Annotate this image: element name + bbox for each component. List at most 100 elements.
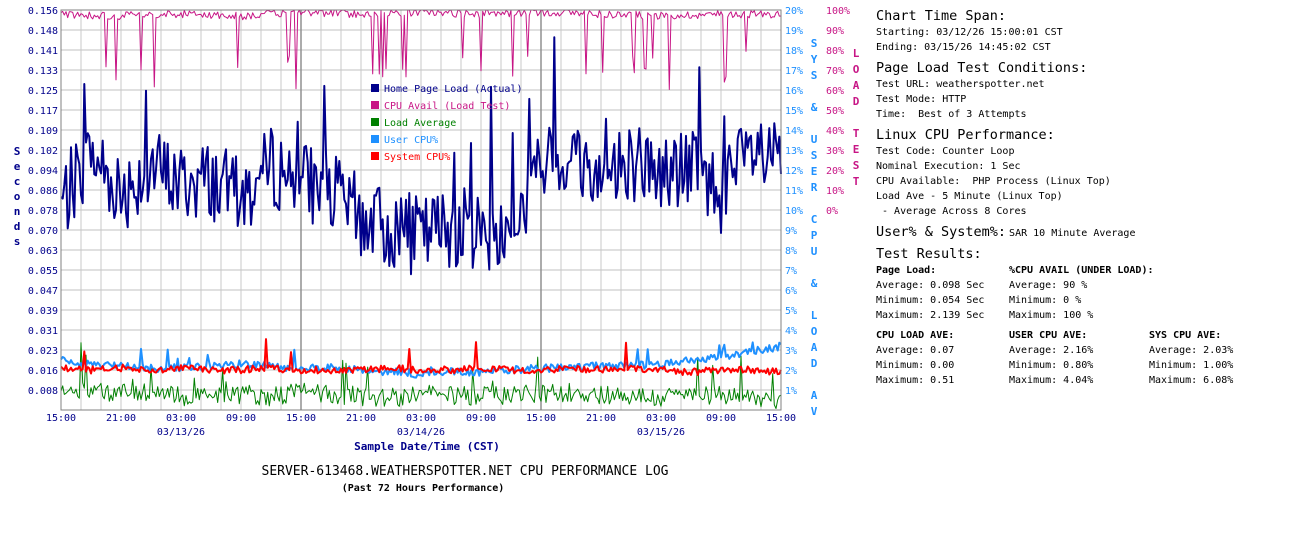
y-right2-tick: 10% [826, 186, 844, 197]
y-right1-axis-label: Y [811, 53, 818, 66]
y-right1-axis-label: A [811, 341, 818, 354]
y-left-tick: 0.055 [28, 266, 58, 277]
user-result-min: Minimum: 0.80% [1009, 360, 1094, 371]
y-right1-tick: 6% [785, 286, 797, 297]
y-right1-tick: 8% [785, 246, 797, 257]
legend-swatch [371, 135, 379, 143]
y-right1-tick: 1% [785, 386, 797, 397]
user-result-head: USER CPU AVE: [1009, 330, 1088, 341]
y-right1-axis-label: E [811, 165, 818, 178]
y-right2-axis-label: A [853, 79, 860, 92]
y-right1-tick: 16% [785, 86, 803, 97]
y-right2-axis-label: T [853, 175, 860, 188]
y-right1-axis-label: V [811, 405, 818, 418]
y-left-tick: 0.039 [28, 306, 58, 317]
y-right1-tick: 19% [785, 26, 803, 37]
x-tick: 21:00 [586, 413, 616, 424]
y-right2-tick: 70% [826, 66, 844, 77]
y-left-axis-label: o [14, 190, 21, 203]
y-right1-tick: 18% [785, 46, 803, 57]
load-result-min: Minimum: 0.00 [876, 360, 955, 371]
y-left-tick: 0.078 [28, 206, 58, 217]
sys-result-max: Maximum: 6.08% [1149, 375, 1234, 386]
y-right2-axis-label: O [853, 63, 860, 76]
y-right2-tick: 40% [826, 126, 844, 137]
page-load-result-avg: Average: 0.098 Sec [876, 280, 985, 291]
time-span-heading: Chart Time Span: [876, 8, 1007, 24]
y-right1-axis-label: C [811, 213, 818, 226]
y-left-tick: 0.094 [28, 166, 58, 177]
y-right1-tick: 2% [785, 366, 797, 377]
x-date-label: 03/15/26 [637, 427, 685, 438]
page-load-heading: Page Load Test Conditions: [876, 60, 1088, 76]
y-left-tick: 0.008 [28, 386, 58, 397]
y-left-tick: 0.133 [28, 66, 58, 77]
y-right2-ticks: 100% 90% 80% 70% 60% 50% 40% 30% 20% 10% 0% [826, 6, 850, 217]
y-left-tick: 0.109 [28, 126, 58, 137]
usersys-note: SAR 10 Minute Average [1009, 228, 1136, 239]
x-tick: 09:00 [706, 413, 736, 424]
y-left-tick: 0.070 [28, 226, 58, 237]
sys-result-avg: Average: 2.03% [1149, 345, 1234, 356]
y-right2-axis-label: L [853, 47, 860, 60]
cpu-avail-result-max: Maximum: 100 % [1009, 310, 1094, 321]
y-left-tick: 0.063 [28, 246, 58, 257]
page-load-time: Time: Best of 3 Attempts [876, 109, 1027, 120]
y-left-tick: 0.117 [28, 106, 58, 117]
x-tick: 21:00 [106, 413, 136, 424]
load-result-head: CPU LOAD AVE: [876, 330, 955, 341]
y-left-tick: 0.031 [28, 326, 58, 337]
y-right1-axis-label: U [811, 133, 818, 146]
cpu-performance-chart: 0.156 0.148 0.141 0.133 0.125 0.117 0.109 0.102… [14, 6, 860, 494]
y-right2-tick: 80% [826, 46, 844, 57]
y-right2-tick: 90% [826, 26, 844, 37]
results-heading: Test Results: [876, 246, 982, 262]
legend-label: Home Page Load (Actual) [384, 84, 522, 95]
legend-label: CPU Avail (Load Test) [384, 101, 510, 112]
x-tick: 03:00 [406, 413, 436, 424]
y-left-axis-label: s [14, 235, 21, 248]
x-tick: 15:00 [286, 413, 316, 424]
y-right1-tick: 17% [785, 66, 803, 77]
series-line [60, 338, 782, 376]
series-line [60, 342, 782, 409]
plot-frame [60, 9, 782, 411]
y-left-axis-label: n [14, 205, 21, 218]
x-ticks: 15:00 21:00 03:00 09:00 15:00 21:00 03:00 09:00… [46, 413, 796, 438]
legend-label: Load Average [384, 118, 456, 129]
y-right2-axis-label: E [853, 143, 860, 156]
page-load-result-head: Page Load: [876, 265, 937, 276]
page-load-result-max: Maximum: 2.139 Sec [876, 310, 985, 321]
y-left-tick: 0.102 [28, 146, 58, 157]
grid-lines [61, 10, 781, 410]
page-load-url: Test URL: weatherspotter.net [876, 79, 1045, 90]
y-right1-tick: 10% [785, 206, 803, 217]
usersys-heading: User% & System%: [876, 224, 1007, 240]
y-right1-tick: 7% [785, 266, 797, 277]
cpu-perf-heading: Linux CPU Performance: [876, 127, 1055, 143]
y-left-tick: 0.023 [28, 346, 58, 357]
y-left-tick: 0.086 [28, 186, 58, 197]
y-right1-tick: 14% [785, 126, 803, 137]
y-right2-tick: 30% [826, 146, 844, 157]
cpu-perf-avail: CPU Available: PHP Process (Linux Top) [876, 176, 1111, 187]
page-load-mode: Test Mode: HTTP [876, 94, 967, 105]
y-right2-axis-label: T [853, 127, 860, 140]
y-right1-axis-label: & [811, 101, 818, 114]
x-date-label: 03/14/26 [397, 427, 445, 438]
cpu-avail-result-min: Minimum: 0 % [1009, 295, 1082, 306]
y-right2-tick: 0% [826, 206, 838, 217]
y-right2-tick: 60% [826, 86, 844, 97]
x-tick: 15:00 [526, 413, 556, 424]
sys-result-min: Minimum: 1.00% [1149, 360, 1234, 371]
y-right2-axis-label: D [853, 95, 860, 108]
y-right2-axis-label: S [853, 159, 860, 172]
y-right1-axis-label: L [811, 309, 818, 322]
y-right1-tick: 20% [785, 6, 803, 17]
chart-title: SERVER-613468.WEATHERSPOTTER.NET CPU PER… [262, 464, 669, 479]
y-left-ticks: 0.156 0.148 0.141 0.133 0.125 0.117 0.109 0.102… [28, 6, 58, 397]
y-right1-ticks: 20% 19% 18% 17% 16% 15% 14% 13% 12% 11% 10% 9% 8% 7% 6… [785, 6, 803, 397]
y-right1-axis-label: O [811, 325, 818, 338]
y-right2-tick: 20% [826, 166, 844, 177]
y-right1-axis-label: U [811, 245, 818, 258]
